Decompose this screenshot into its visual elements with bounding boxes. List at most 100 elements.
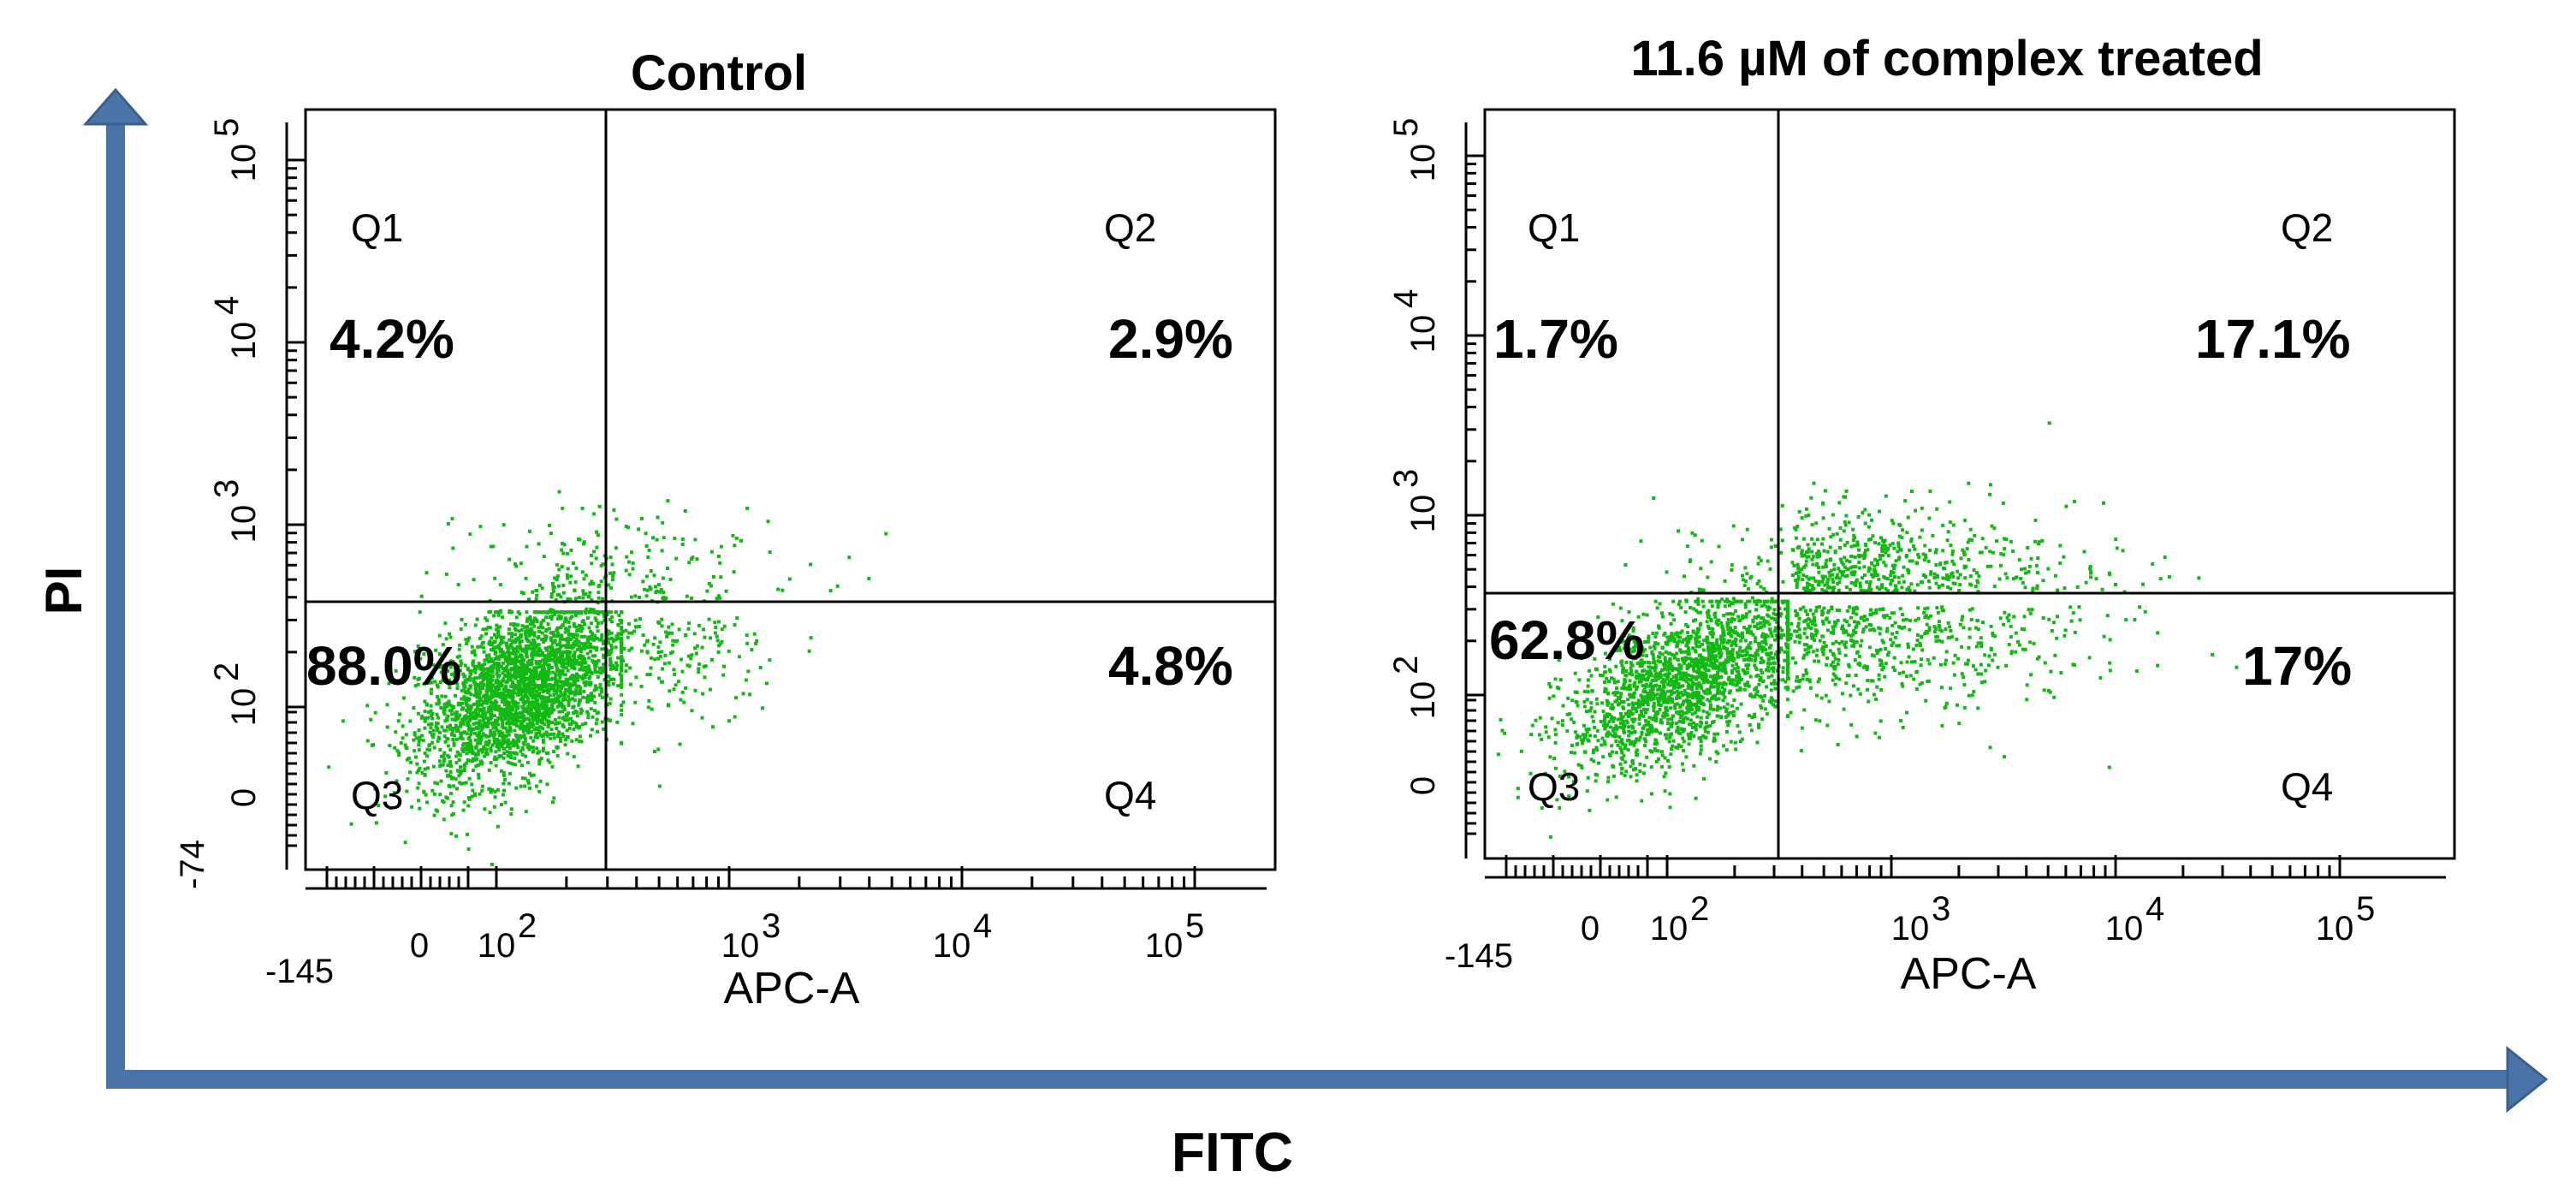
event-dot xyxy=(1641,726,1645,730)
event-dot xyxy=(1644,678,1648,682)
event-dot xyxy=(1706,611,1710,615)
event-dot xyxy=(448,761,453,765)
event-dot xyxy=(585,680,588,684)
event-dot xyxy=(442,702,447,706)
event-dot xyxy=(550,764,555,769)
event-dot xyxy=(485,752,490,756)
event-dot xyxy=(446,725,449,729)
event-dot xyxy=(520,656,525,660)
event-dot xyxy=(588,582,592,586)
event-dot xyxy=(567,636,571,640)
event-dot xyxy=(546,674,550,678)
event-dot xyxy=(545,708,549,712)
event-dot xyxy=(441,643,445,647)
event-dot xyxy=(1714,621,1718,625)
event-dot xyxy=(462,800,466,805)
event-dot xyxy=(1685,716,1689,721)
event-dot xyxy=(490,721,495,725)
event-dot xyxy=(534,669,538,674)
event-dot xyxy=(1516,795,1520,799)
event-dot xyxy=(1671,721,1675,725)
event-dot xyxy=(1653,668,1657,672)
event-dot xyxy=(1611,719,1616,723)
event-dot xyxy=(525,760,530,764)
event-dot xyxy=(561,506,565,510)
event-dot xyxy=(1686,625,1690,628)
event-dot xyxy=(538,610,543,615)
event-dot xyxy=(510,751,514,755)
event-dot xyxy=(1748,723,1752,727)
event-dot xyxy=(454,663,458,668)
event-dot xyxy=(543,696,548,700)
event-dot xyxy=(573,698,577,703)
event-dot xyxy=(634,625,638,629)
event-dot xyxy=(497,692,502,697)
event-dot xyxy=(1606,775,1611,780)
event-dot xyxy=(540,683,544,687)
event-dot xyxy=(443,621,448,626)
event-dot xyxy=(522,699,526,704)
event-dot xyxy=(506,677,510,681)
event-dot xyxy=(513,676,517,680)
event-dot xyxy=(506,700,509,704)
event-dot xyxy=(1684,710,1689,715)
event-dot xyxy=(481,627,485,632)
event-dot xyxy=(1785,623,1790,627)
event-dot xyxy=(1730,620,1733,624)
event-dot xyxy=(513,740,518,744)
event-dot xyxy=(502,781,506,786)
event-dot xyxy=(1621,719,1625,723)
event-dot xyxy=(587,626,591,630)
event-dot xyxy=(1690,686,1695,690)
event-dot xyxy=(609,650,614,654)
event-dot xyxy=(492,740,496,745)
event-dot xyxy=(404,746,408,750)
event-dot xyxy=(1503,731,1507,735)
event-dot xyxy=(653,636,657,640)
event-dot xyxy=(741,692,745,696)
event-dot xyxy=(505,641,509,645)
event-dot xyxy=(556,694,561,698)
event-dot xyxy=(660,624,664,628)
event-dot xyxy=(1627,633,1631,638)
event-dot xyxy=(1607,713,1611,716)
event-dot xyxy=(1620,757,1624,761)
event-dot xyxy=(1716,622,1720,627)
event-dot xyxy=(417,781,421,786)
event-dot xyxy=(620,704,624,708)
event-dot xyxy=(1742,657,1747,662)
event-dot xyxy=(1621,670,1625,674)
event-dot xyxy=(449,764,453,768)
event-dot xyxy=(573,662,578,666)
event-dot xyxy=(537,730,542,734)
event-dot xyxy=(592,694,597,698)
event-dot xyxy=(563,617,567,621)
event-dot xyxy=(1593,726,1597,729)
event-dot xyxy=(1734,643,1738,647)
event-dot xyxy=(557,699,561,704)
event-dot xyxy=(578,674,582,679)
event-dot xyxy=(403,743,407,747)
event-dot xyxy=(1747,643,1751,647)
event-dot xyxy=(496,669,499,674)
event-dot xyxy=(496,610,501,615)
event-dot xyxy=(578,698,582,702)
event-dot xyxy=(1627,734,1631,738)
event-dot xyxy=(1724,748,1729,752)
event-dot xyxy=(1772,669,1776,674)
event-dot xyxy=(585,616,590,621)
event-dot xyxy=(666,703,670,707)
event-dot xyxy=(522,673,526,677)
event-dot xyxy=(388,744,392,747)
event-dot xyxy=(1636,615,1641,619)
event-dot xyxy=(532,624,537,628)
event-dot xyxy=(1768,606,1772,610)
event-dot xyxy=(502,778,507,781)
event-dot xyxy=(627,621,631,626)
event-dot xyxy=(1664,709,1668,713)
event-dot xyxy=(1620,686,1624,691)
event-dot xyxy=(1681,674,1684,679)
event-dot xyxy=(1663,756,1667,760)
event-dot xyxy=(493,651,497,656)
event-dot xyxy=(527,630,531,634)
